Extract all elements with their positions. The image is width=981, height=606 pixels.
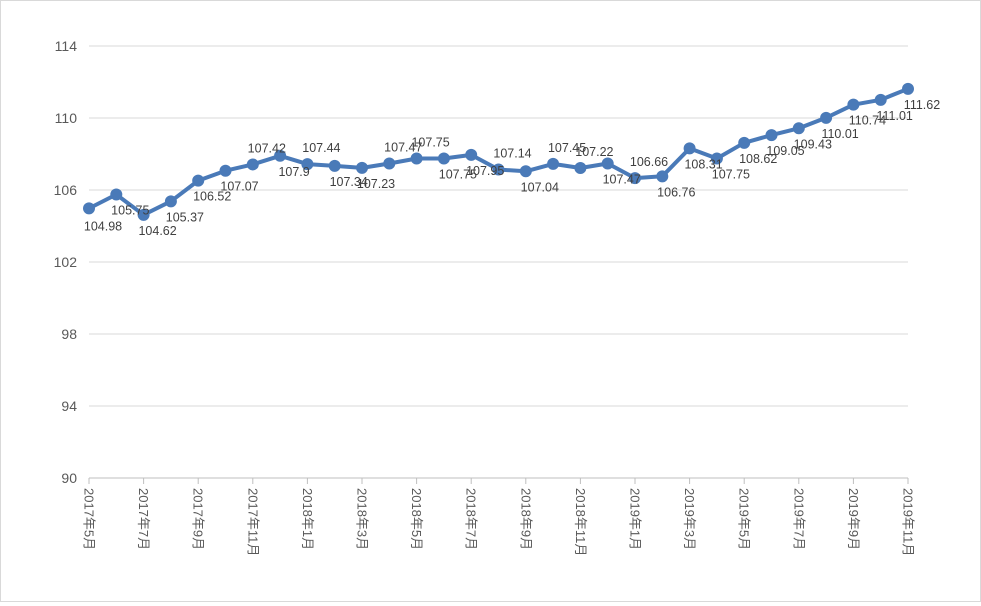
data-point [492, 163, 505, 176]
y-tick-label: 98 [61, 326, 77, 342]
data-point [137, 208, 150, 221]
data-label: 110.01 [821, 127, 858, 141]
data-point [765, 129, 778, 142]
x-tick-label: 2018年7月 [464, 488, 479, 550]
x-tick-label: 2019年9月 [846, 488, 861, 550]
data-point [328, 159, 341, 172]
data-point [574, 162, 587, 175]
data-label: 107.9 [278, 165, 309, 179]
data-label: 107.34 [330, 175, 368, 189]
data-point [847, 98, 860, 111]
data-label: 107.75 [439, 168, 477, 182]
data-label: 107.44 [302, 141, 340, 155]
data-label: 106.66 [630, 155, 668, 169]
x-tick-labels: 2017年5月 2017年7月 2017年9月 2017年11月 2018年1月 2018… [82, 488, 916, 556]
data-label: 109.43 [794, 137, 832, 151]
data-point [792, 122, 805, 135]
data-label: 107.47 [384, 141, 422, 155]
data-label: 106.76 [657, 185, 695, 199]
data-point [710, 152, 723, 165]
data-label: 107.75 [411, 136, 449, 150]
data-label: 104.98 [84, 219, 122, 233]
x-tick-label: 2018年3月 [355, 488, 370, 550]
data-label: 107.75 [712, 168, 750, 182]
data-point [629, 172, 641, 185]
x-tick-label: 2019年1月 [628, 488, 643, 550]
series-layer [83, 82, 914, 221]
data-point [820, 111, 833, 124]
data-point [410, 152, 423, 165]
data-point [192, 174, 205, 187]
x-tick-label: 2017年5月 [82, 488, 97, 550]
data-point [110, 188, 123, 201]
data-label: 107.42 [248, 141, 286, 155]
data-point [601, 157, 614, 170]
data-point [83, 202, 95, 215]
data-point [356, 161, 368, 174]
data-point [219, 164, 232, 177]
data-point [547, 157, 560, 170]
y-tick-label: 102 [54, 254, 78, 270]
data-point [246, 158, 259, 171]
y-tick-label: 110 [55, 110, 78, 126]
data-label: 106.52 [193, 190, 231, 204]
data-point [738, 136, 751, 149]
x-tick-label: 2017年9月 [191, 488, 206, 550]
x-tick-label: 2018年11月 [573, 488, 588, 556]
data-label: 108.62 [739, 152, 777, 166]
x-tick-label: 2017年11月 [245, 488, 260, 556]
x-tick-label: 2018年1月 [300, 488, 315, 550]
data-point [164, 195, 177, 208]
data-label: 109.05 [766, 144, 804, 158]
axes [88, 477, 909, 484]
data-point [301, 158, 314, 171]
data-label: 107.04 [521, 180, 559, 194]
x-tick-label: 2019年5月 [737, 488, 752, 550]
data-label: 107.14 [493, 146, 531, 160]
y-tick-labels: 90 94 98 102 106 110 114 [54, 38, 78, 486]
x-tick-label: 2019年11月 [901, 488, 916, 556]
data-label: 105.37 [166, 210, 204, 224]
data-point [902, 82, 914, 95]
data-point [465, 148, 478, 161]
data-label: 105.75 [111, 204, 149, 218]
data-label: 107.47 [603, 173, 641, 187]
data-label: 108.31 [684, 157, 722, 171]
data-label: 107.22 [575, 145, 613, 159]
data-point [383, 157, 396, 170]
x-tick-label: 2019年7月 [791, 488, 806, 550]
data-label: 111.62 [904, 98, 940, 112]
y-tick-label: 90 [61, 470, 77, 486]
data-point [437, 152, 450, 165]
data-point [656, 170, 669, 183]
data-label: 107.23 [357, 177, 395, 191]
data-label: 107.45 [548, 141, 586, 155]
data-label: 107.95 [466, 164, 504, 178]
data-point [683, 142, 696, 155]
y-tick-label: 106 [54, 182, 78, 198]
gridlines [89, 45, 908, 407]
x-tick-label: 2018年9月 [518, 488, 533, 550]
x-tick-label: 2019年3月 [682, 488, 697, 550]
y-tick-label: 114 [55, 38, 78, 54]
data-label: 104.62 [138, 224, 176, 238]
data-point [519, 165, 532, 178]
y-tick-label: 94 [61, 398, 77, 414]
data-label: 110.74 [849, 114, 886, 128]
data-label: 107.07 [220, 180, 258, 194]
data-label: 111.01 [877, 109, 913, 123]
data-point [274, 149, 287, 162]
data-point [874, 93, 887, 106]
x-tick-label: 2018年5月 [409, 488, 424, 550]
x-tick-label: 2017年7月 [136, 488, 151, 550]
